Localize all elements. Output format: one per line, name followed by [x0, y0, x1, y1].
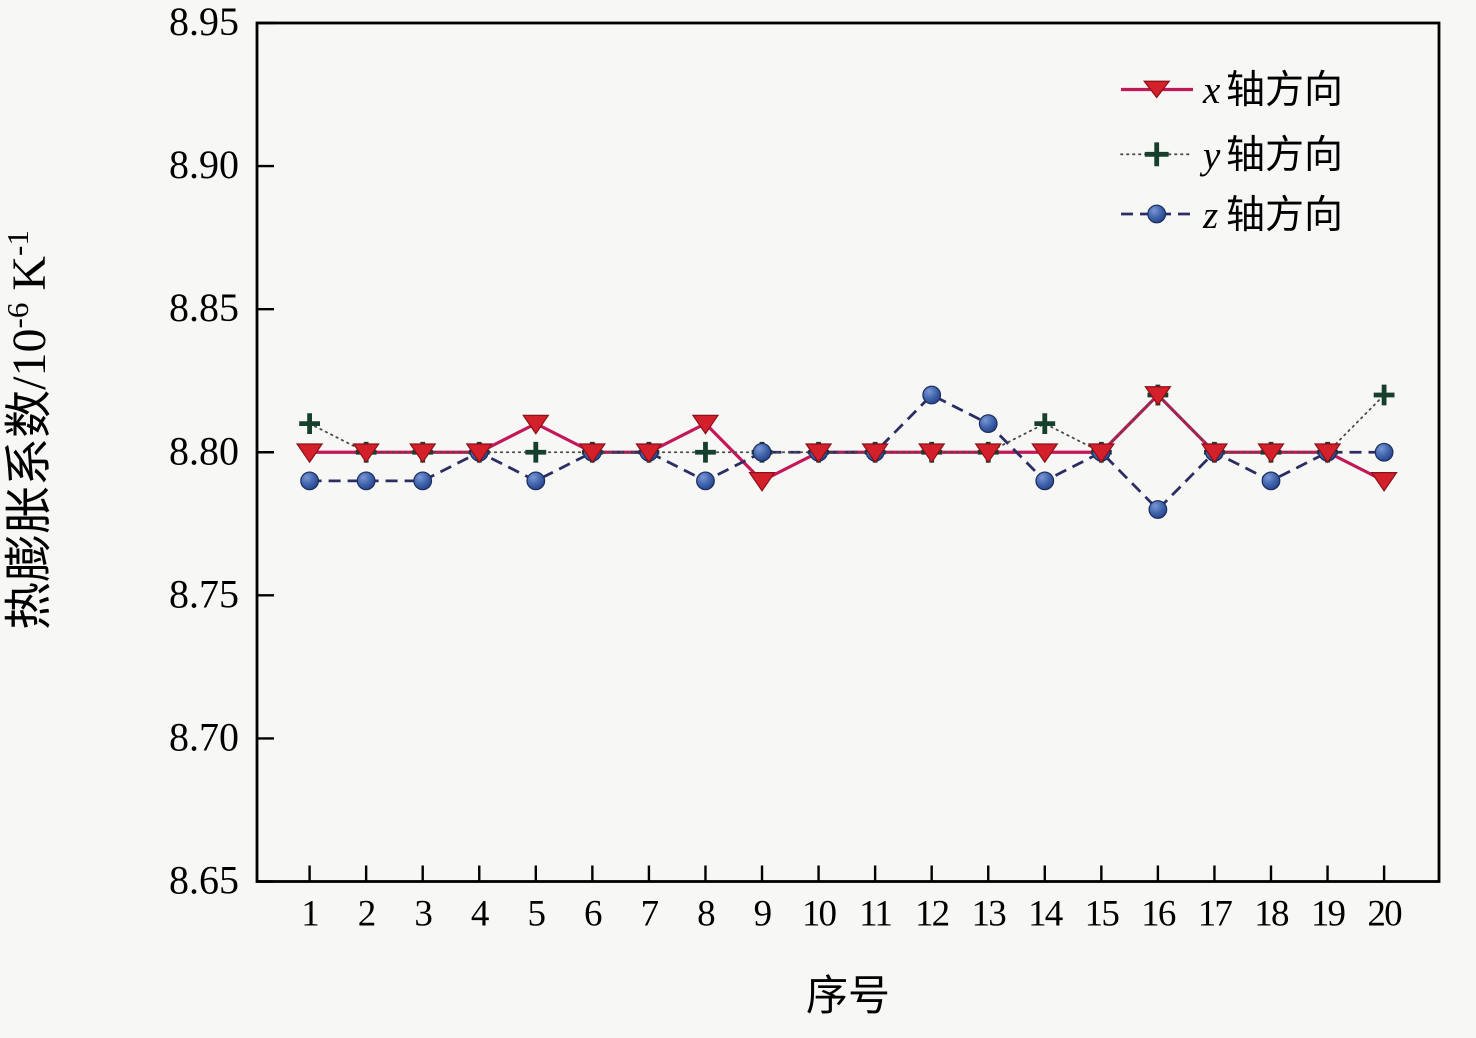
- svg-text:5: 5: [527, 894, 545, 935]
- svg-text:7: 7: [641, 894, 659, 935]
- svg-text:17: 17: [1198, 894, 1233, 935]
- svg-text:轴方向: 轴方向: [1226, 134, 1343, 177]
- svg-text:x: x: [1202, 69, 1221, 112]
- svg-text:8.90: 8.90: [169, 142, 239, 187]
- svg-text:轴方向: 轴方向: [1226, 194, 1343, 237]
- svg-text:9: 9: [754, 894, 771, 935]
- svg-text:8: 8: [697, 894, 715, 935]
- svg-text:3: 3: [414, 894, 432, 935]
- svg-text:序号: 序号: [806, 974, 890, 1020]
- svg-text:15: 15: [1085, 894, 1120, 935]
- svg-text:12: 12: [915, 894, 949, 935]
- svg-text:2: 2: [358, 894, 375, 935]
- svg-text:4: 4: [471, 894, 489, 935]
- svg-text:8.80: 8.80: [169, 428, 239, 473]
- svg-text:8.85: 8.85: [169, 285, 239, 330]
- svg-text:热膨胀系数/10-6 K-1: 热膨胀系数/10-6 K-1: [0, 230, 56, 630]
- svg-text:14: 14: [1028, 894, 1063, 935]
- svg-text:8.75: 8.75: [169, 571, 239, 616]
- svg-text:8.70: 8.70: [169, 714, 239, 759]
- svg-text:8.95: 8.95: [169, 0, 239, 44]
- svg-text:13: 13: [972, 894, 1007, 935]
- svg-text:18: 18: [1254, 894, 1289, 935]
- svg-text:6: 6: [584, 894, 602, 935]
- svg-text:16: 16: [1141, 894, 1176, 935]
- svg-text:8.65: 8.65: [169, 858, 239, 903]
- svg-text:10: 10: [802, 894, 837, 935]
- svg-text:y: y: [1199, 134, 1221, 177]
- svg-text:1: 1: [301, 894, 318, 935]
- svg-text:z: z: [1202, 194, 1218, 237]
- svg-text:20: 20: [1367, 894, 1402, 935]
- svg-text:19: 19: [1311, 894, 1345, 935]
- svg-text:11: 11: [859, 894, 891, 935]
- svg-text:轴方向: 轴方向: [1226, 69, 1343, 112]
